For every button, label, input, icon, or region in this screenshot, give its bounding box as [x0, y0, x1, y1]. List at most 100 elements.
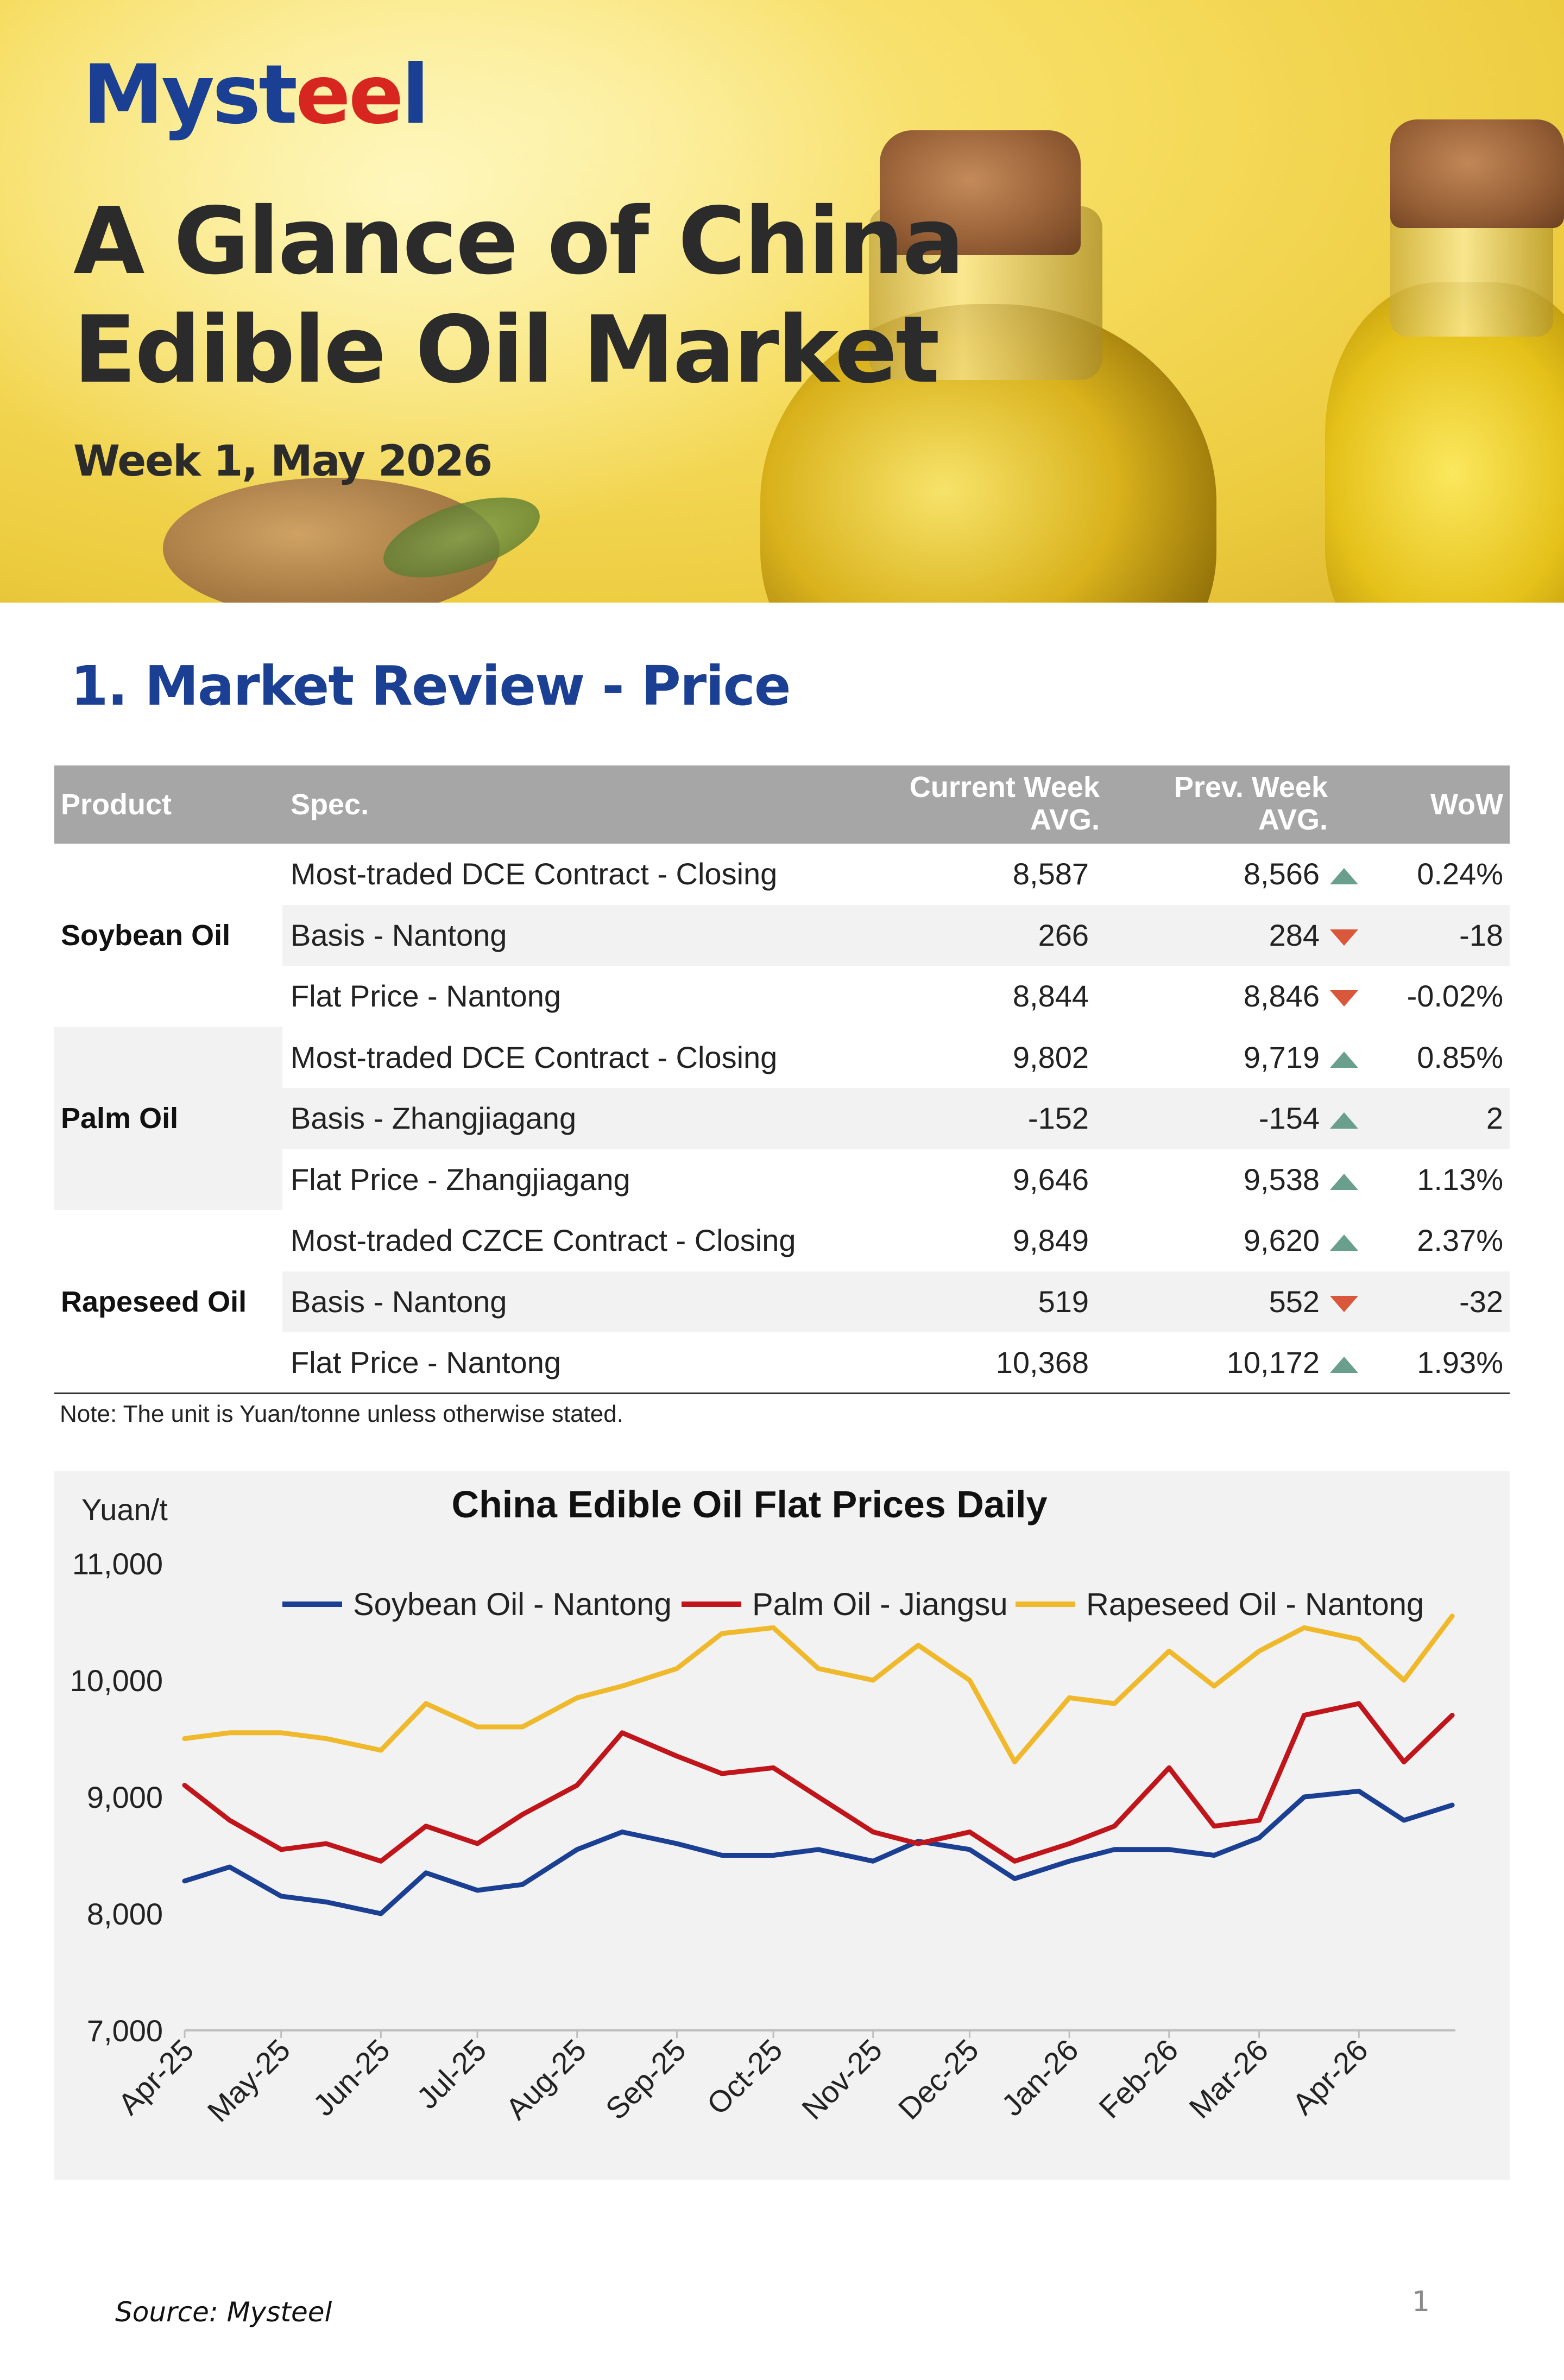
y-tick-label: 8,000: [87, 1897, 163, 1931]
x-tick-label: Jul-25: [410, 2033, 493, 2115]
prev-week-cell: 8,566: [1243, 857, 1320, 891]
wow-cell: -0.02%: [1407, 979, 1503, 1013]
table-row: Most-traded DCE Contract - Closing 8,587 8…: [54, 844, 1510, 905]
prev-week-cell: 9,620: [1243, 1223, 1320, 1257]
y-tick-label: 10,000: [70, 1663, 163, 1698]
current-week-cell: 8,587: [1012, 857, 1089, 891]
x-tick-label: Mar-26: [1182, 2033, 1275, 2125]
table-row: Flat Price - Nantong 8,844 8,846 -0.02%: [54, 966, 1510, 1027]
mysteel-logo: Mysteel: [83, 54, 430, 136]
current-week-cell: 8,844: [1012, 979, 1089, 1013]
wow-cell: 1.93%: [1417, 1345, 1503, 1379]
triangle-up-icon: [1325, 1088, 1363, 1149]
oil-bottle-large-cork-image: [880, 130, 1081, 255]
spec-cell: Most-traded DCE Contract - Closing: [291, 857, 778, 891]
x-tick-label: Jan-26: [995, 2033, 1085, 2123]
product-group-background: [54, 1027, 282, 1210]
spec-cell: Most-traded CZCE Contract - Closing: [291, 1223, 796, 1257]
report-date: Week 1, May 2026: [73, 437, 493, 486]
header-current-week: Current Week AVG.: [825, 771, 1100, 836]
logo-suffix: l: [401, 48, 430, 142]
x-tick-label: Nov-25: [795, 2033, 888, 2126]
triangle-up-icon: [1325, 844, 1363, 905]
x-tick-label: Sep-25: [599, 2033, 692, 2126]
table-row: Most-traded CZCE Contract - Closing 9,849…: [54, 1210, 1510, 1271]
spec-cell: Flat Price - Zhangjiagang: [291, 1162, 630, 1197]
prev-week-cell: 552: [1269, 1284, 1320, 1319]
legend-label: Palm Oil - Jiangsu: [752, 1587, 1008, 1622]
y-tick-label: 11,000: [72, 1547, 163, 1581]
header-prev-line2: AVG.: [1258, 803, 1328, 836]
report-title-line1: A Glance of China: [73, 188, 964, 295]
spec-cell: Flat Price - Nantong: [291, 1345, 561, 1379]
table-row: Flat Price - Zhangjiagang 9,646 9,538 1.13%: [54, 1149, 1510, 1211]
y-tick-label: 9,000: [87, 1780, 163, 1814]
series-line-2: [182, 1701, 1455, 1864]
page-number: 1: [1412, 2286, 1430, 2318]
wow-cell: 2: [1486, 1101, 1503, 1135]
table-bottom-rule: [54, 1392, 1510, 1394]
prev-week-cell: 8,846: [1243, 979, 1320, 1013]
prev-week-cell: 9,538: [1243, 1162, 1320, 1197]
wow-cell: 0.24%: [1417, 857, 1503, 891]
triangle-up-icon: [1325, 1149, 1363, 1211]
product-name: Rapeseed Oil: [61, 1285, 247, 1318]
prev-week-cell: -154: [1258, 1101, 1320, 1135]
triangle-up-icon: [1325, 1210, 1363, 1271]
header-spec: Spec.: [291, 788, 369, 821]
chart-legend: Soybean Oil - Nantong Palm Oil - Jiangsu R…: [282, 1587, 1424, 1622]
triangle-up-icon: [1325, 1027, 1363, 1088]
logo-prefix: Myst: [83, 48, 298, 142]
legend-label: Soybean Oil - Nantong: [353, 1587, 672, 1622]
x-tick-label: Apr-26: [1285, 2033, 1374, 2121]
x-tick-label: Aug-25: [499, 2033, 592, 2126]
current-week-cell: -152: [1027, 1101, 1089, 1135]
wow-cell: 1.13%: [1417, 1162, 1503, 1197]
legend-label: Rapeseed Oil - Nantong: [1086, 1587, 1424, 1622]
table-row: Most-traded DCE Contract - Closing 9,802 9…: [54, 1027, 1510, 1088]
prev-week-cell: 9,719: [1243, 1040, 1320, 1074]
spec-cell: Most-traded DCE Contract - Closing: [291, 1040, 778, 1074]
price-chart-svg: China Edible Oil Flat Prices Daily Yuan/…: [70, 1483, 1455, 2129]
section-title: 1. Market Review - Price: [71, 654, 791, 718]
current-week-cell: 9,802: [1012, 1040, 1089, 1074]
product-name: Palm Oil: [61, 1102, 179, 1135]
triangle-down-icon: [1325, 905, 1363, 966]
x-tick-label: May-25: [201, 2033, 297, 2129]
triangle-down-icon: [1325, 1271, 1363, 1333]
header-product: Product: [61, 788, 172, 821]
chart-title: China Edible Oil Flat Prices Daily: [452, 1483, 1048, 1526]
current-week-cell: 266: [1038, 917, 1089, 952]
wow-cell: 0.85%: [1417, 1040, 1503, 1074]
prev-week-cell: 284: [1269, 917, 1320, 952]
chart-series-lines: [182, 1613, 1455, 1916]
wow-cell: 2.37%: [1417, 1223, 1503, 1257]
chart-y-axis-label: Yuan/t: [81, 1492, 168, 1527]
prev-week-cell: 10,172: [1226, 1345, 1320, 1379]
triangle-down-icon: [1325, 966, 1363, 1027]
spec-cell: Basis - Zhangjiagang: [291, 1101, 577, 1135]
spec-cell: Basis - Nantong: [291, 917, 507, 952]
spec-cell: Flat Price - Nantong: [291, 979, 561, 1013]
header-banner: Mysteel A Glance of China Edible Oil Mar…: [0, 0, 1564, 603]
table-row: Basis - Nantong 519 552 -32: [54, 1271, 1510, 1333]
product-name: Soybean Oil: [61, 919, 231, 952]
logo-accent: ee: [295, 48, 403, 142]
table-row: Basis - Zhangjiagang -152 -154 2: [54, 1088, 1510, 1149]
y-tick-label: 7,000: [87, 2014, 163, 2048]
current-week-cell: 10,368: [995, 1345, 1089, 1379]
report-title-line2: Edible Oil Market: [73, 296, 940, 404]
chart-y-ticks: 7,000 8,000 9,000 10,000 11,000: [70, 1547, 163, 2048]
chart-x-axis: [184, 2029, 1455, 2038]
wow-cell: -18: [1459, 917, 1503, 952]
row-background: [282, 1271, 1510, 1332]
wow-cell: -32: [1459, 1284, 1503, 1319]
header-current-line1: Current Week: [909, 771, 1100, 803]
oil-bottle-small-cork-image: [1390, 119, 1564, 228]
x-tick-label: Dec-25: [892, 2033, 985, 2126]
chart-x-ticks: Apr-25 May-25 Jun-25 Jul-25 Aug-25 Sep-25 Oct-…: [111, 2033, 1374, 2129]
table-row: Basis - Nantong 266 284 -18: [54, 904, 1510, 966]
current-week-cell: 9,646: [1012, 1162, 1089, 1197]
x-tick-label: Oct-25: [700, 2033, 789, 2121]
series-line-1: [182, 1788, 1455, 1916]
